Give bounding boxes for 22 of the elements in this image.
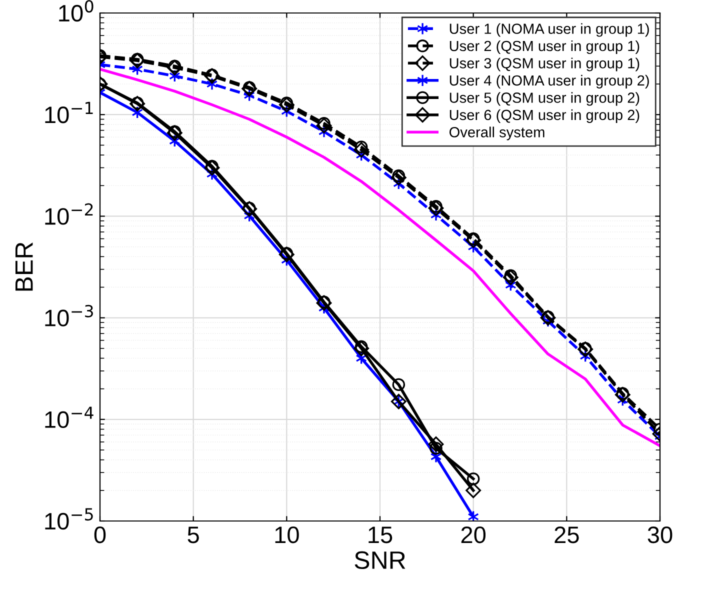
legend-label: User 3 (QSM user in group 1) [450,58,640,72]
legend-label: User 2 (QSM user in group 1) [450,40,640,54]
legend-label: User 1 (NOMA user in group 1) [450,23,649,37]
x-tick-label: 30 [648,526,672,544]
x-tick-label: 0 [94,526,106,544]
legend-label: Overall system [449,126,544,140]
y-tick-label: 10$^{−4}$ [45,406,94,428]
x-tick-label: 20 [461,526,486,544]
x-tick-label: 15 [368,526,392,544]
y-axis-title: BER [15,242,33,291]
y-tick-label: 10$^{−5}$ [45,508,93,530]
y-tick-label: 10$^{−3}$ [45,304,93,326]
x-axis-title: SNR [354,551,406,570]
y-tick-label: 10$^{0}$ [59,0,94,22]
y-tick-label: 10$^{−1}$ [45,102,93,124]
legend-label: User 6 (QSM user in group 2) [450,109,640,124]
x-tick-label: 10 [275,526,299,544]
x-tick-label: 25 [554,526,579,544]
x-tick-label: 5 [188,526,199,544]
y-tick-label: 10$^{−2}$ [45,203,93,225]
legend-label: User 5 (QSM user in group 2) [450,92,640,106]
legend-label: User 4 (NOMA user in group 2) [450,74,649,89]
